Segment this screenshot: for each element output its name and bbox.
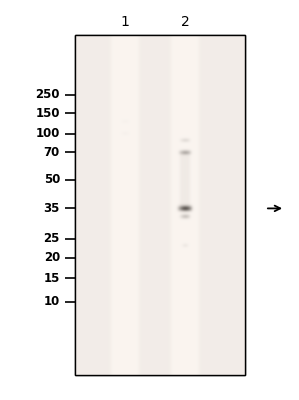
Bar: [75, 35, 245, 375]
Text: 250: 250: [36, 88, 60, 101]
Text: 1: 1: [120, 15, 129, 29]
Text: 35: 35: [44, 202, 60, 215]
Text: 2: 2: [181, 15, 189, 29]
Bar: [75, 35, 245, 375]
Text: 70: 70: [44, 146, 60, 159]
Text: 15: 15: [44, 272, 60, 285]
Bar: [111, 35, 139, 375]
Text: 100: 100: [36, 127, 60, 140]
Bar: [171, 35, 199, 375]
Text: 25: 25: [44, 232, 60, 246]
Text: 50: 50: [44, 173, 60, 186]
Text: 20: 20: [44, 251, 60, 264]
Bar: [182, 35, 188, 375]
Text: 150: 150: [36, 107, 60, 120]
Text: 10: 10: [44, 296, 60, 308]
Bar: [122, 35, 128, 375]
